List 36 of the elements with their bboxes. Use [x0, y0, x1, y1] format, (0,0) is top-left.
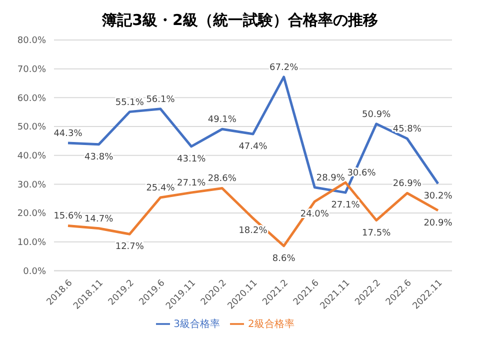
data-label: 12.7% — [115, 242, 144, 252]
y-tick-label: 60.0% — [17, 94, 46, 104]
data-label: 26.9% — [392, 179, 422, 190]
data-label: 17.5% — [362, 228, 392, 238]
data-label: 67.2% — [270, 62, 299, 73]
data-label: 30.2% — [424, 192, 453, 202]
data-label: 56.1% — [146, 94, 176, 105]
data-label: 15.6% — [54, 212, 83, 222]
data-label: 47.4% — [238, 142, 268, 152]
data-label: 55.1% — [115, 98, 144, 108]
data-label: 44.3% — [54, 128, 83, 139]
y-tick-label: 80.0% — [17, 36, 46, 46]
y-tick-label: 10.0% — [17, 238, 46, 248]
data-label: 49.1% — [208, 115, 237, 126]
data-label: 20.9% — [424, 218, 453, 228]
data-label: 25.4% — [146, 183, 176, 194]
data-label: 50.9% — [362, 110, 392, 120]
data-label: 27.1% — [177, 178, 206, 189]
y-tick-label: 30.0% — [17, 180, 46, 190]
data-label: 18.2% — [238, 226, 268, 236]
y-tick-label: 70.0% — [17, 65, 46, 76]
y-tick-label: 0.0% — [23, 266, 46, 277]
data-label: 27.1% — [331, 200, 360, 211]
data-label: 43.1% — [177, 154, 206, 164]
data-label: 43.8% — [84, 152, 114, 162]
legend-label: 3級合格率 — [174, 318, 220, 330]
y-tick-label: 40.0% — [17, 152, 46, 162]
y-tick-label: 50.0% — [17, 122, 46, 133]
legend-label: 2級合格率 — [248, 318, 294, 330]
y-tick-label: 20.0% — [17, 209, 46, 220]
data-label: 45.8% — [392, 124, 422, 135]
chart-title: 簿記3級・2級（統一試験）合格率の推移 — [101, 10, 379, 31]
data-label: 8.6% — [272, 254, 296, 264]
data-label: 14.7% — [84, 214, 114, 224]
data-label: 28.6% — [208, 174, 237, 184]
data-label: 28.9% — [316, 173, 346, 184]
